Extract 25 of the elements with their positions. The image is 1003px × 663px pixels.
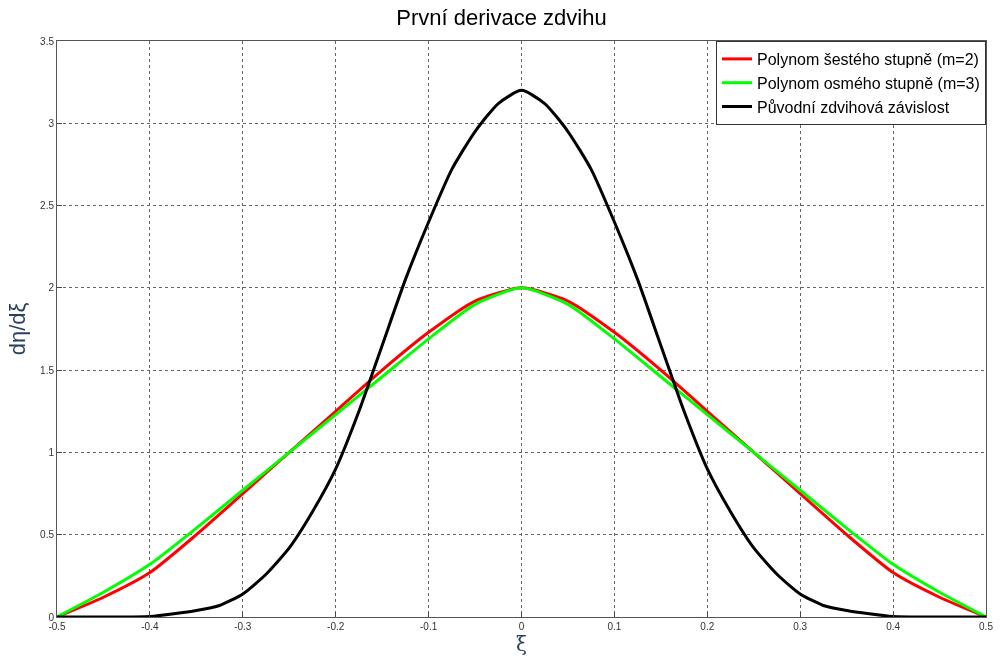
x-tick-label: -0.4 <box>141 621 159 632</box>
x-tick-label: 0.3 <box>793 621 808 632</box>
x-tick-label: -0.1 <box>419 621 438 632</box>
legend-label: Původní zdvihová závislost <box>757 98 950 116</box>
x-tick-label: 0.4 <box>886 621 901 632</box>
x-tick-label: 0.5 <box>979 621 994 632</box>
x-tick-label: -0.2 <box>327 621 345 632</box>
x-tick-label: 0.2 <box>700 621 715 632</box>
x-tick-label: 0 <box>518 621 525 632</box>
x-tick-label: -0.5 <box>48 621 67 632</box>
legend-label: Polynom šestého stupně (m=2) <box>757 51 979 69</box>
x-axis-title: ξ <box>515 632 528 656</box>
y-tick-label: 2 <box>48 282 55 294</box>
y-tick-label: 0 <box>48 611 55 623</box>
y-tick-label: 2.5 <box>40 200 55 212</box>
y-tick-label: 0.5 <box>40 529 55 541</box>
y-tick-label: 3 <box>48 117 55 129</box>
y-tick-label: 1.5 <box>40 364 55 376</box>
x-tick-label: 0.1 <box>607 621 622 632</box>
y-tick-label: 3.5 <box>40 35 55 47</box>
legend-label: Polynom osmého stupně (m=3) <box>757 74 980 92</box>
x-tick-label: -0.3 <box>234 621 252 632</box>
chart-title: První derivace zdvihu <box>396 5 607 31</box>
y-axis-title: dη/dξ <box>4 302 30 356</box>
y-tick-label: 1 <box>48 446 55 458</box>
